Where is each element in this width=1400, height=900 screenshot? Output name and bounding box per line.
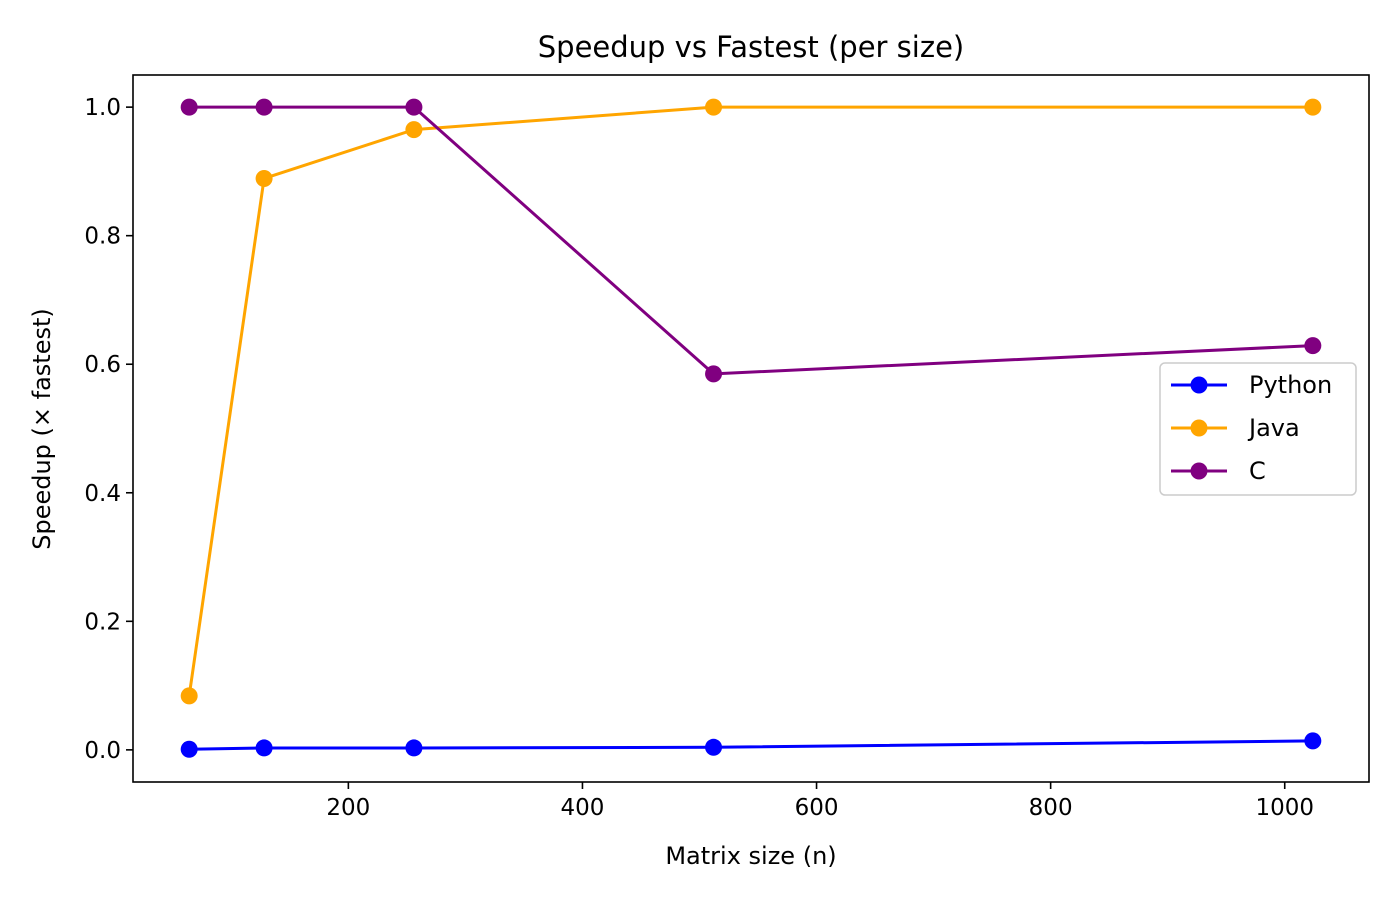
x-axis-label: Matrix size (n) [665,842,836,870]
plot-frame [132,74,1370,783]
series-layer [180,98,1322,758]
y-tick-label: 0.8 [84,224,121,250]
y-tick-label: 1.0 [84,95,121,121]
x-axis-ticks: 200 400 600 800 1000 [326,782,1314,821]
data-point-c [180,98,198,116]
legend-label-java: Java [1247,414,1300,442]
y-axis-label: Speedup (× fastest) [28,308,56,550]
x-tick-label: 800 [1029,795,1073,821]
legend-box [1159,362,1357,496]
data-point-c [255,98,273,116]
data-point-java [180,687,198,705]
chart-title: Speedup vs Fastest (per size) [538,30,964,64]
data-point-java [255,169,273,187]
data-point-java [405,121,423,139]
data-point-python [180,740,198,758]
x-tick-label: 200 [326,795,370,821]
y-axis-ticks: 0.0 0.2 0.4 0.6 0.8 1.0 [84,95,133,764]
y-tick-label: 0.4 [84,481,121,507]
data-point-python [1304,732,1322,750]
x-tick-label: 400 [561,795,605,821]
legend-label-c: C [1249,457,1266,485]
legend-marker-python [1190,376,1208,394]
legend-marker-java [1190,419,1208,437]
data-point-c [405,98,423,116]
x-tick-label: 600 [795,795,839,821]
y-tick-label: 0.2 [84,609,121,635]
y-tick-label: 0.0 [84,738,121,764]
legend-label-python: Python [1249,371,1332,399]
data-point-python [255,739,273,757]
legend: Python Java C [1159,362,1357,496]
legend-marker-c [1190,462,1208,480]
data-point-java [705,98,723,116]
data-point-c [705,365,723,383]
data-point-python [705,738,723,756]
data-point-python [405,739,423,757]
data-point-c [1304,337,1322,355]
data-point-java [1304,98,1322,116]
x-tick-label: 1000 [1255,795,1314,821]
y-tick-label: 0.6 [84,352,121,378]
